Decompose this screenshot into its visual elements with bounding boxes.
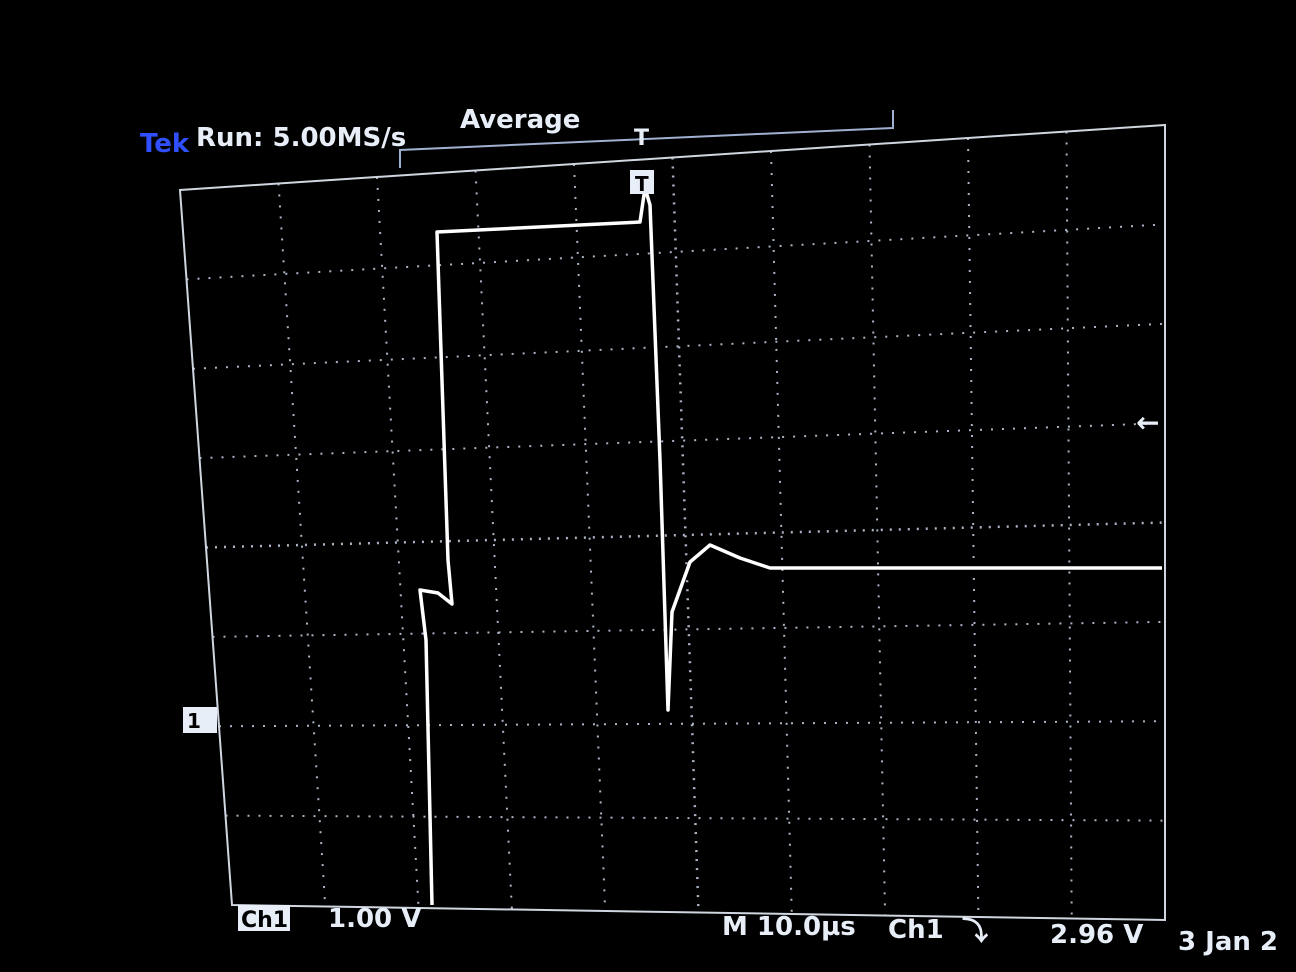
timebase: M 10.0µs — [722, 912, 856, 942]
acquisition-status: Run: 5.00MS/s — [196, 123, 406, 153]
grid-line — [474, 170, 513, 910]
trigger-source: Ch1 — [888, 915, 944, 945]
vertical-scale: 1.00 V — [328, 904, 421, 934]
graticule — [186, 131, 1166, 919]
grid-line — [376, 176, 420, 909]
brand: Tek — [140, 129, 190, 159]
grid-line — [225, 814, 1166, 822]
trigger-slope: ⤵ — [962, 917, 989, 947]
grid-line — [868, 144, 887, 916]
channel-box — [238, 905, 290, 931]
trigger-marker-box — [630, 170, 654, 194]
acquisition-mode: Average — [460, 105, 580, 135]
channel-label: Ch1 — [241, 908, 288, 933]
grid-line — [967, 137, 980, 918]
ground-marker-label: 1 — [187, 709, 201, 733]
ground-marker-box — [183, 707, 217, 733]
waveform-trace — [418, 186, 1162, 906]
graticule-border — [178, 123, 1166, 922]
grid-line — [218, 720, 1166, 728]
trigger-level: 2.96 V — [1050, 920, 1143, 950]
grid-line — [212, 620, 1166, 638]
trigger-level-marker: ← — [1136, 406, 1159, 439]
date: 3 Jan 2 — [1178, 927, 1278, 957]
trigger-marker-label: T — [635, 172, 649, 196]
record-bracket — [399, 110, 894, 168]
trigger-position: T — [634, 126, 649, 151]
